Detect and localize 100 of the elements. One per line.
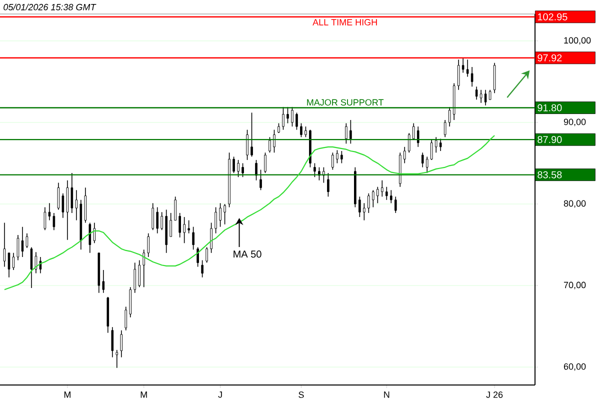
candlestick [93,222,96,244]
candlestick [350,120,352,144]
candlestick [201,260,204,278]
candlestick [376,186,379,204]
candlestick [439,138,442,152]
candlestick [3,222,6,268]
annotation: MAJOR SUPPORT [307,99,384,106]
candlestick [412,122,415,140]
candlestick [416,126,420,148]
candlestick [111,326,114,358]
candlestick [390,190,392,204]
candlestick [466,59,469,78]
candlestick [242,162,244,178]
candlestick [304,126,307,138]
candlestick [183,216,186,244]
candlestick [178,212,181,238]
candlestick [372,190,374,208]
candlestick [34,252,38,274]
candlestick [462,58,464,74]
candlestick [75,190,78,221]
x-tick-label: J [218,392,222,398]
candlestick [327,172,330,198]
candlestick [102,270,105,294]
candlestick [246,129,248,160]
candlestick [448,106,451,127]
candlestick [394,196,397,214]
candlestick [264,152,266,174]
candlestick [219,202,222,228]
candlestick [52,212,56,230]
ref-line-label: 83.58 [538,171,562,178]
candlestick [291,106,294,127]
candlestick [170,212,172,237]
candlestick [62,192,64,218]
candlestick [332,152,334,170]
candlestick [345,122,348,144]
candlestick [156,206,159,234]
candlestick [380,180,384,198]
candlestick [278,122,280,134]
candlestick [120,330,123,358]
candlestick [12,252,15,270]
candlestick [457,59,460,90]
candlestick [232,156,235,174]
candlestick [30,246,33,288]
y-tick-label: 80,00 [564,200,586,208]
candlestick [385,186,388,200]
candlestick [273,129,276,154]
y-tick-label: 60,00 [564,363,586,371]
ref-line-label: 97.92 [538,54,562,62]
candlestick [188,220,190,234]
candlestick [268,136,271,154]
candlestick [134,262,136,294]
candlestick [336,150,338,164]
candlestick [475,86,478,100]
candlestick [408,132,410,154]
candlestick [434,136,438,154]
candlestick [224,204,226,225]
candlestick [470,66,474,87]
candlestick [237,160,240,178]
candlestick [70,172,74,214]
annotation: ALL TIME HIGH [312,19,377,26]
candlestick [255,160,258,181]
ref-line-label: 87.90 [538,136,562,144]
candlestick [174,196,176,221]
candlestick [196,246,199,268]
ref-line-label: 91.80 [538,104,562,112]
candlestick [210,222,212,254]
x-tick-label: N [384,392,390,398]
candlestick [88,222,92,254]
candlestick [363,202,366,221]
candlestick [340,150,343,164]
candlestick [480,89,482,104]
candlestick [282,106,284,130]
candlestick [48,202,51,221]
candlestick [206,246,208,264]
x-tick-label: J 26 [486,392,503,398]
candlestick [430,139,433,160]
x-tick-label: S [298,392,304,398]
ref-line-label: 102.95 [538,13,568,20]
candlestick [147,232,150,258]
candlestick [44,206,46,230]
candlestick [138,260,141,288]
candlestick [286,106,289,124]
candlestick [444,120,446,138]
candlestick [192,226,194,250]
candlestick [403,146,406,164]
candlestick [488,89,492,100]
candlestick [314,162,316,178]
candlestick [124,306,128,331]
candlestick [260,169,262,191]
x-tick-label: M [140,392,147,398]
candlestick [26,232,28,248]
candlestick [214,206,217,234]
candlestick [484,89,487,106]
x-tick-label: M [64,392,70,398]
candlestick [116,350,118,368]
y-tick-label: 100,00 [564,37,591,45]
candlestick [39,256,42,274]
candlestick [152,202,154,230]
y-tick-label: 90,00 [564,118,586,126]
candlestick [358,196,361,218]
